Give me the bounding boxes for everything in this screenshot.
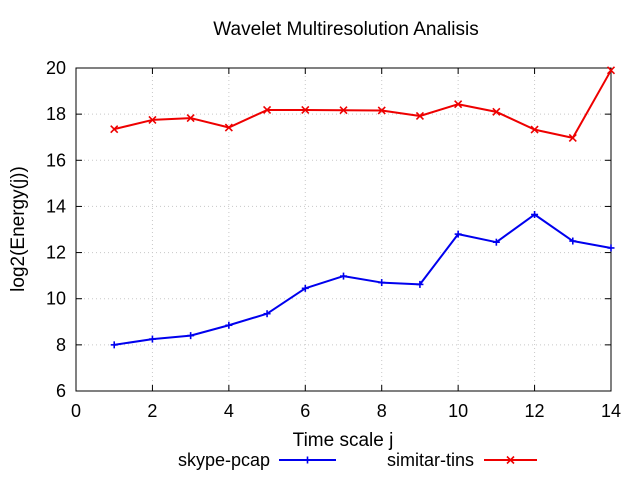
- data-point: [454, 100, 463, 109]
- x-tick-label: 8: [377, 401, 387, 421]
- legend-label: simitar-tins: [387, 450, 474, 470]
- series-line: [114, 213, 612, 346]
- data-point: [148, 335, 156, 343]
- data-point: [148, 115, 157, 124]
- x-tick-label: 2: [147, 401, 157, 421]
- data-point: [110, 125, 119, 134]
- legend-marker: [304, 456, 311, 464]
- data-point: [568, 133, 577, 142]
- y-tick-label: 8: [56, 335, 66, 355]
- series-simitar-tins: [110, 66, 616, 142]
- data-point: [263, 105, 272, 115]
- x-axis-label: Time scale j: [293, 430, 394, 451]
- y-tick-label: 14: [46, 196, 66, 216]
- data-point: [606, 66, 616, 75]
- data-point: [110, 341, 118, 349]
- data-point: [492, 238, 500, 246]
- x-tick-label: 6: [300, 401, 310, 421]
- data-point: [186, 113, 195, 123]
- y-tick-label: 18: [46, 104, 66, 124]
- y-tick-label: 16: [46, 150, 66, 170]
- data-point: [378, 279, 386, 287]
- data-point: [607, 244, 615, 252]
- data-point: [569, 237, 577, 245]
- data-point: [454, 230, 462, 238]
- series-layer: [110, 66, 616, 349]
- grid-lines: [76, 68, 611, 391]
- y-tick-label: 6: [56, 381, 66, 401]
- series-line: [113, 69, 612, 139]
- data-point: [301, 284, 309, 292]
- data-point: [224, 123, 233, 132]
- y-axis-label: log2(Energy(j)): [8, 166, 29, 292]
- data-point: [263, 310, 271, 318]
- y-tick-label: 20: [46, 58, 66, 78]
- y-tick-label: 12: [46, 243, 66, 263]
- x-tick-label: 10: [448, 401, 468, 421]
- x-tick-label: 4: [224, 401, 234, 421]
- y-tick-labels: 6 8 10 12 14 16 18 20: [46, 58, 66, 401]
- x-tick-label: 12: [525, 401, 545, 421]
- plot-frame: [75, 67, 612, 392]
- data-point: [340, 272, 347, 280]
- legend-marker: [506, 455, 515, 465]
- data-point: [187, 332, 195, 340]
- x-tick-labels: 0 2 4 6 8 10 12 14: [71, 401, 621, 421]
- x-tick-label: 14: [601, 401, 621, 421]
- chart-title: Wavelet Multiresolution Analisis: [213, 19, 478, 40]
- legend-label: skype-pcap: [178, 450, 270, 470]
- data-point: [301, 105, 310, 115]
- legend-item-skype-pcap: skype-pcap: [178, 450, 336, 470]
- x-tick-label: 0: [71, 401, 81, 421]
- data-point: [225, 321, 233, 329]
- data-point: [492, 107, 501, 116]
- data-point: [339, 106, 348, 115]
- data-point: [377, 106, 386, 115]
- data-point: [416, 280, 424, 288]
- legend: skype-pcap simitar-tins: [178, 450, 537, 470]
- series-skype-pcap: [110, 211, 615, 349]
- legend-item-simitar-tins: simitar-tins: [387, 450, 537, 470]
- data-point: [415, 111, 424, 121]
- data-point: [530, 125, 539, 134]
- axis-ticks: [75, 67, 612, 392]
- y-tick-label: 10: [46, 289, 66, 309]
- data-point: [531, 211, 539, 219]
